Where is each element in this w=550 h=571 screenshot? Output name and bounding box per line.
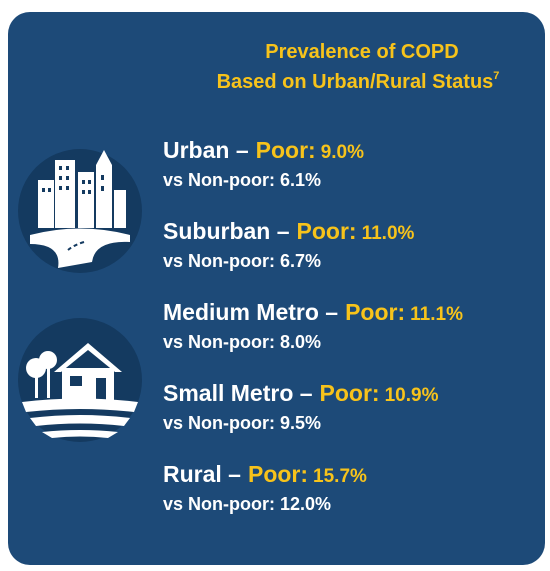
area-heading: Medium Metro – Poor: 11.1%: [163, 299, 463, 325]
poor-label: Poor:: [345, 299, 405, 325]
poor-label: Poor:: [256, 137, 316, 163]
poor-value: 9.0%: [321, 142, 364, 163]
non-poor-value: vs Non-poor: 12.0%: [163, 494, 331, 514]
poor-label: Poor:: [297, 218, 357, 244]
non-poor-value: vs Non-poor: 8.0%: [163, 332, 321, 352]
poor-value: 11.0%: [362, 223, 415, 244]
non-poor-value: vs Non-poor: 9.5%: [163, 413, 321, 433]
poor-value: 10.9%: [385, 385, 439, 406]
area-name: Rural –: [163, 461, 241, 487]
non-poor-value: vs Non-poor: 6.7%: [163, 251, 321, 271]
area-heading: Rural – Poor: 15.7%: [163, 461, 367, 487]
poor-value: 15.7%: [313, 466, 367, 487]
footnote: 7: [493, 70, 499, 82]
city-icon: [18, 149, 142, 273]
title-text: Based on Urban/Rural Status: [217, 71, 494, 93]
area-name: Suburban –: [163, 218, 290, 244]
area-heading: Suburban – Poor: 11.0%: [163, 218, 415, 244]
poor-value: 11.1%: [410, 304, 463, 325]
title-line-1: Prevalence of COPD: [265, 41, 458, 63]
card-background: [8, 12, 545, 565]
area-name: Urban –: [163, 137, 249, 163]
area-heading: Small Metro – Poor: 10.9%: [163, 380, 439, 406]
area-name: Medium Metro –: [163, 299, 338, 325]
non-poor-value: vs Non-poor: 6.1%: [163, 170, 321, 190]
area-heading: Urban – Poor: 9.0%: [163, 137, 364, 163]
title-line-2: Based on Urban/Rural Status7: [217, 70, 500, 93]
poor-label: Poor:: [320, 380, 380, 406]
rural-icon: [18, 318, 142, 442]
poor-label: Poor:: [248, 461, 308, 487]
area-name: Small Metro –: [163, 380, 313, 406]
